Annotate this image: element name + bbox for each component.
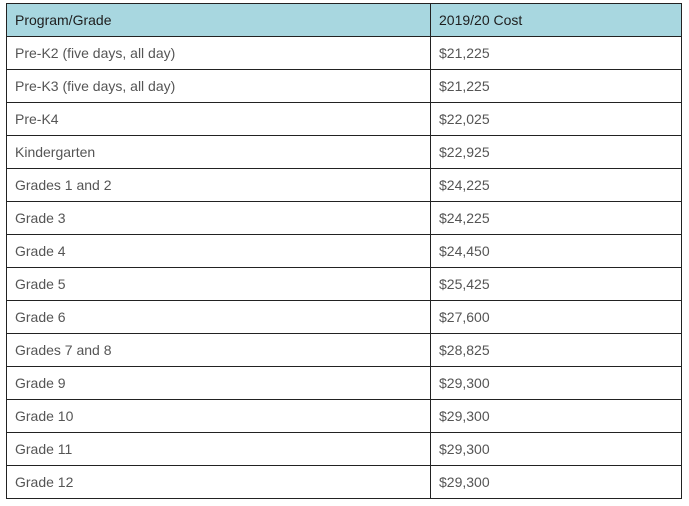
cost-cell: $24,450 xyxy=(430,234,682,268)
table-row: Pre-K3 (five days, all day) $21,225 xyxy=(6,69,682,103)
header-program-grade: Program/Grade xyxy=(6,3,431,37)
cost-cell: $29,300 xyxy=(430,465,682,499)
program-cell: Grade 3 xyxy=(6,201,431,235)
table-row: Grade 4 $24,450 xyxy=(6,234,682,268)
table-body: Pre-K2 (five days, all day) $21,225 Pre-… xyxy=(6,36,682,499)
table-row: Grade 6 $27,600 xyxy=(6,300,682,334)
cost-cell: $28,825 xyxy=(430,333,682,367)
header-cost: 2019/20 Cost xyxy=(430,3,682,37)
table-row: Grades 1 and 2 $24,225 xyxy=(6,168,682,202)
table-row: Grades 7 and 8 $28,825 xyxy=(6,333,682,367)
program-cell: Grade 11 xyxy=(6,432,431,466)
cost-cell: $25,425 xyxy=(430,267,682,301)
cost-cell: $24,225 xyxy=(430,168,682,202)
program-cell: Grade 4 xyxy=(6,234,431,268)
table-row: Kindergarten $22,925 xyxy=(6,135,682,169)
program-cell: Grades 1 and 2 xyxy=(6,168,431,202)
program-cell: Grade 6 xyxy=(6,300,431,334)
table-row: Grade 3 $24,225 xyxy=(6,201,682,235)
table-row: Pre-K2 (five days, all day) $21,225 xyxy=(6,36,682,70)
cost-cell: $22,025 xyxy=(430,102,682,136)
cost-cell: $21,225 xyxy=(430,36,682,70)
header-row: Program/Grade 2019/20 Cost xyxy=(6,3,682,37)
program-cell: Pre-K4 xyxy=(6,102,431,136)
program-cell: Grade 12 xyxy=(6,465,431,499)
cost-cell: $27,600 xyxy=(430,300,682,334)
cost-cell: $24,225 xyxy=(430,201,682,235)
cost-cell: $29,300 xyxy=(430,432,682,466)
program-cell: Pre-K3 (five days, all day) xyxy=(6,69,431,103)
program-cell: Kindergarten xyxy=(6,135,431,169)
program-cell: Grade 10 xyxy=(6,399,431,433)
program-cell: Grade 9 xyxy=(6,366,431,400)
table-row: Grade 10 $29,300 xyxy=(6,399,682,433)
table-row: Pre-K4 $22,025 xyxy=(6,102,682,136)
program-cell: Grade 5 xyxy=(6,267,431,301)
program-cell: Pre-K2 (five days, all day) xyxy=(6,36,431,70)
tuition-table: Program/Grade 2019/20 Cost Pre-K2 (five … xyxy=(6,3,682,499)
table-row: Grade 12 $29,300 xyxy=(6,465,682,499)
table-row: Grade 11 $29,300 xyxy=(6,432,682,466)
cost-cell: $29,300 xyxy=(430,399,682,433)
cost-cell: $29,300 xyxy=(430,366,682,400)
table-row: Grade 5 $25,425 xyxy=(6,267,682,301)
table-header: Program/Grade 2019/20 Cost xyxy=(6,3,682,37)
table-row: Grade 9 $29,300 xyxy=(6,366,682,400)
cost-cell: $21,225 xyxy=(430,69,682,103)
cost-cell: $22,925 xyxy=(430,135,682,169)
program-cell: Grades 7 and 8 xyxy=(6,333,431,367)
